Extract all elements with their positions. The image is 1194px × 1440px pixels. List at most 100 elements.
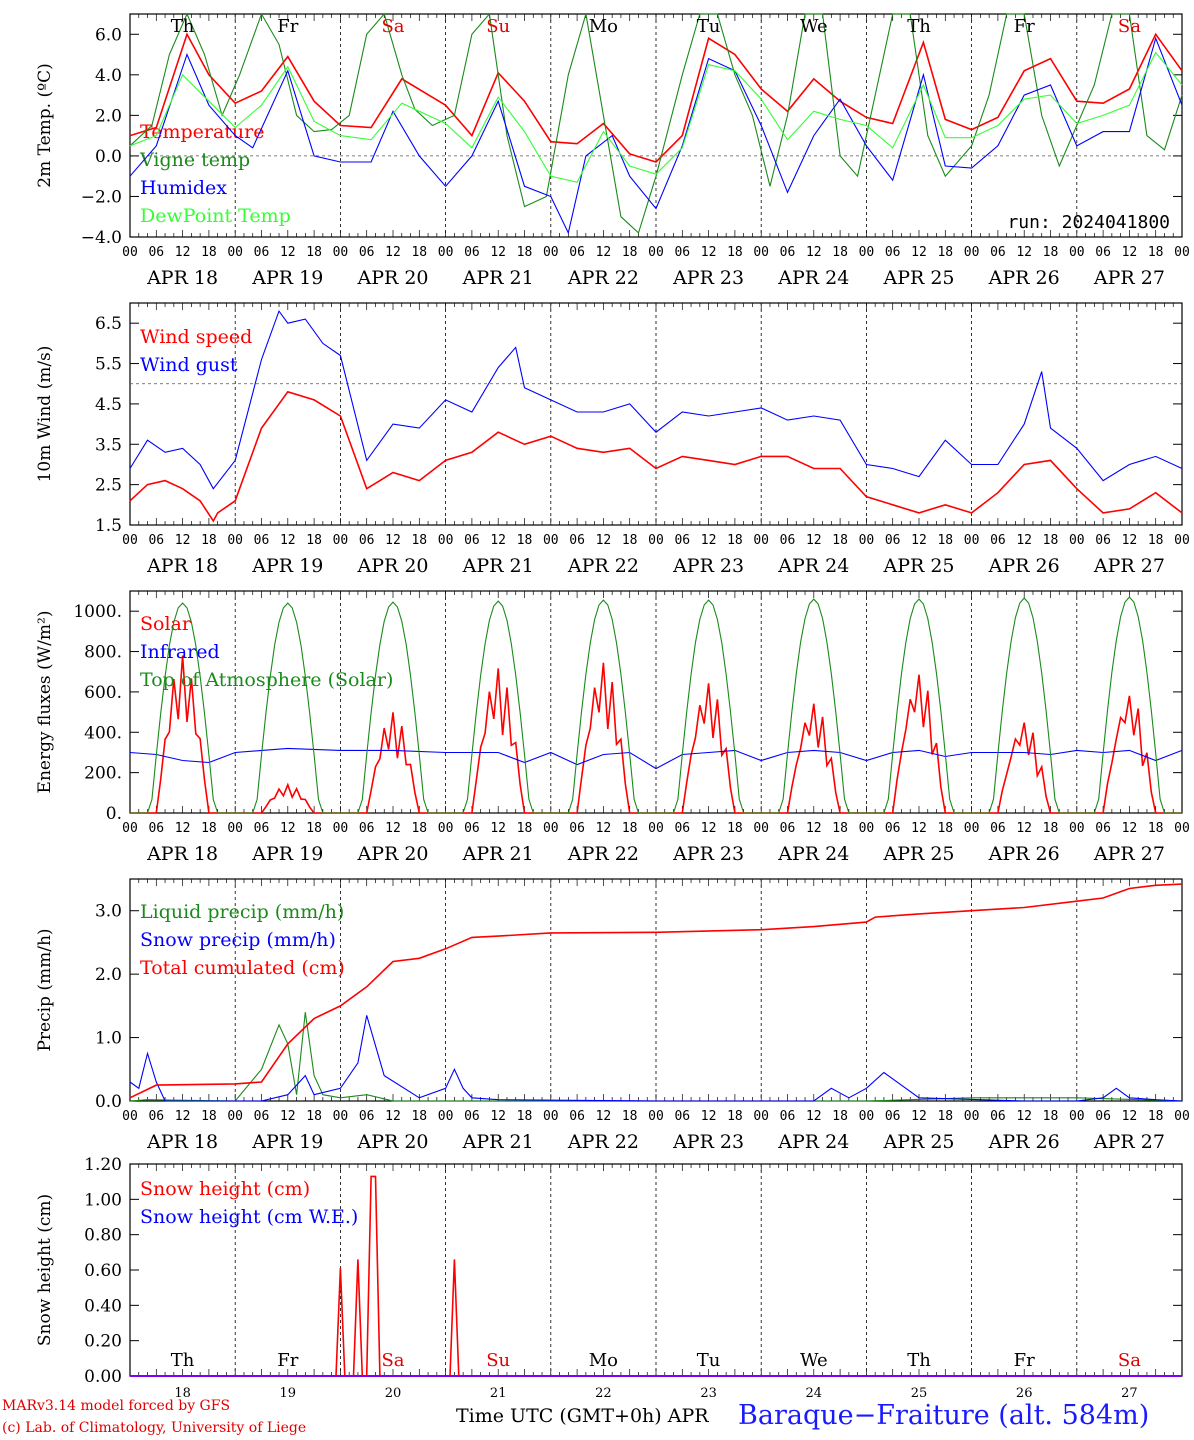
x-tick-label: 00 bbox=[648, 245, 664, 260]
x-tick-label: 18 bbox=[306, 821, 322, 836]
x-tick-label: 00 bbox=[438, 821, 454, 836]
x-tick-label: 12 bbox=[490, 1109, 506, 1124]
day-number-label: 26 bbox=[1016, 1386, 1033, 1400]
date-label: APR 20 bbox=[356, 555, 428, 577]
x-tick-label: 06 bbox=[359, 533, 375, 548]
x-tick-label: 00 bbox=[122, 821, 138, 836]
x-tick-label: 06 bbox=[148, 821, 164, 836]
panel-4: 0.0 1.0 2.0 3.0 Precip (mm/h) Liquid precip (… bbox=[35, 878, 1190, 1153]
x-tick-label: 12 bbox=[280, 821, 296, 836]
weekday-label: Th bbox=[907, 16, 931, 37]
x-tick-label: 06 bbox=[780, 1109, 796, 1124]
x-tick-label: 00 bbox=[859, 533, 875, 548]
x-tick-label: 18 bbox=[937, 821, 953, 836]
date-label: APR 23 bbox=[672, 1131, 744, 1153]
x-tick-label: 00 bbox=[122, 245, 138, 260]
x-tick-label: 06 bbox=[780, 821, 796, 836]
x-tick-label: 06 bbox=[674, 1109, 690, 1124]
x-tick-label: 12 bbox=[1122, 245, 1138, 260]
x-tick-label: 00 bbox=[753, 1109, 769, 1124]
y-tick-label: 0.80 bbox=[84, 1226, 122, 1246]
x-tick-label: 12 bbox=[701, 245, 717, 260]
x-tick-label: 06 bbox=[569, 821, 585, 836]
x-tick-label: 18 bbox=[727, 533, 743, 548]
legend-entry: Liquid precip (mm/h) bbox=[140, 901, 344, 923]
x-tick-label: 12 bbox=[175, 821, 191, 836]
y-tick-label: 1000. bbox=[73, 602, 122, 622]
weekday-label: We bbox=[800, 1350, 828, 1371]
date-label: APR 21 bbox=[462, 555, 534, 577]
weekday-label: Fr bbox=[1014, 16, 1035, 37]
model-credit: MARv3.14 model forced by GFS bbox=[2, 1398, 231, 1414]
x-tick-label: 12 bbox=[175, 533, 191, 548]
x-tick-label: 00 bbox=[122, 1109, 138, 1124]
weekday-label: Mo bbox=[589, 1350, 618, 1371]
x-tick-label: 18 bbox=[832, 245, 848, 260]
x-tick-label: 18 bbox=[306, 1109, 322, 1124]
x-tick-label: 06 bbox=[780, 533, 796, 548]
y-tick-label: 0.60 bbox=[84, 1261, 122, 1281]
x-tick-label: 18 bbox=[937, 533, 953, 548]
date-label: APR 25 bbox=[882, 267, 954, 289]
x-tick-label: 06 bbox=[359, 1109, 375, 1124]
x-tick-label: 18 bbox=[1148, 1109, 1164, 1124]
x-tick-label: 18 bbox=[622, 1109, 638, 1124]
series-line-temperature bbox=[129, 32, 1183, 163]
date-label: APR 22 bbox=[567, 1131, 639, 1153]
date-label: APR 20 bbox=[356, 843, 428, 865]
x-tick-label: 18 bbox=[622, 245, 638, 260]
date-label: APR 25 bbox=[882, 555, 954, 577]
x-tick-label: 06 bbox=[569, 1109, 585, 1124]
x-tick-label: 00 bbox=[1174, 245, 1190, 260]
date-label: APR 27 bbox=[1093, 267, 1165, 289]
station-name: Baraque−Fraiture (alt. 584m) bbox=[738, 1400, 1150, 1431]
date-label: APR 19 bbox=[251, 267, 323, 289]
weekday-label: Sa bbox=[1118, 1350, 1141, 1371]
weekday-label: Tu bbox=[697, 16, 721, 37]
weekday-label: Mo bbox=[589, 16, 618, 37]
x-tick-label: 18 bbox=[622, 533, 638, 548]
x-tick-label: 00 bbox=[859, 245, 875, 260]
date-label: APR 23 bbox=[672, 267, 744, 289]
legend-entry: Temperature bbox=[140, 121, 264, 143]
x-tick-label: 12 bbox=[385, 821, 401, 836]
x-tick-label: 18 bbox=[201, 1109, 217, 1124]
y-tick-label: 200. bbox=[84, 764, 122, 784]
x-tick-label: 00 bbox=[438, 1109, 454, 1124]
date-label: APR 24 bbox=[777, 267, 849, 289]
meteogram-chart: −4.0 −2.0 0.0 2.0 4.0 6.0 2m Temp. (ºC) Tempera… bbox=[35, 12, 1190, 1400]
x-tick-label: 18 bbox=[411, 533, 427, 548]
x-tick-label: 00 bbox=[1174, 821, 1190, 836]
weekday-label: Th bbox=[171, 16, 195, 37]
x-tick-label: 12 bbox=[911, 1109, 927, 1124]
x-tick-label: 06 bbox=[885, 1109, 901, 1124]
legend-entry: Wind speed bbox=[140, 326, 252, 348]
date-label: APR 21 bbox=[462, 267, 534, 289]
x-tick-label: 00 bbox=[1069, 533, 1085, 548]
x-tick-label: 18 bbox=[411, 821, 427, 836]
x-tick-label: 12 bbox=[1016, 533, 1032, 548]
y-tick-label: 600. bbox=[84, 683, 122, 703]
date-label: APR 18 bbox=[146, 843, 218, 865]
y-tick-label: 0.0 bbox=[95, 1092, 122, 1112]
x-tick-label: 18 bbox=[937, 245, 953, 260]
x-tick-label: 18 bbox=[1148, 245, 1164, 260]
date-label: APR 22 bbox=[567, 267, 639, 289]
date-label: APR 24 bbox=[777, 843, 849, 865]
date-label: APR 23 bbox=[672, 555, 744, 577]
legend-entry: Snow precip (mm/h) bbox=[140, 929, 336, 951]
x-tick-label: 18 bbox=[937, 1109, 953, 1124]
y-tick-label: 3.0 bbox=[95, 902, 122, 922]
x-tick-label: 12 bbox=[490, 821, 506, 836]
day-number-label: 27 bbox=[1121, 1386, 1138, 1400]
y-axis-label: 10m Wind (m/s) bbox=[35, 346, 55, 483]
x-tick-label: 00 bbox=[1069, 245, 1085, 260]
x-tick-label: 06 bbox=[1095, 245, 1111, 260]
y-tick-label: 0.0 bbox=[95, 147, 122, 167]
x-tick-label: 00 bbox=[1069, 821, 1085, 836]
x-tick-label: 06 bbox=[148, 533, 164, 548]
x-tick-label: 18 bbox=[1043, 533, 1059, 548]
y-tick-label: 4.5 bbox=[95, 395, 122, 415]
day-number-label: 23 bbox=[700, 1386, 717, 1400]
x-tick-label: 12 bbox=[911, 533, 927, 548]
